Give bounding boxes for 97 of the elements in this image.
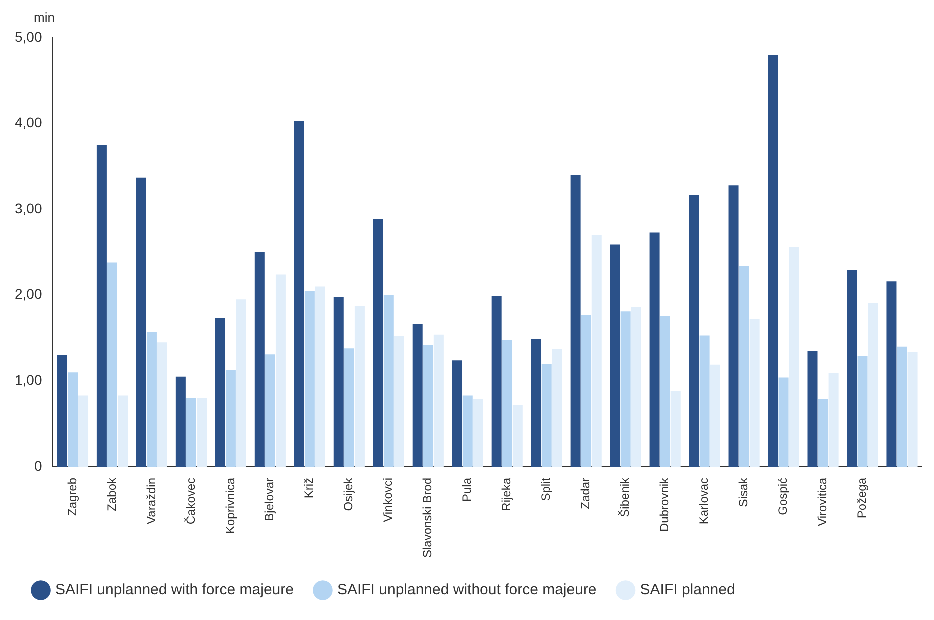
bar [434, 334, 444, 467]
bar [354, 306, 365, 467]
bar [552, 349, 562, 467]
x-tick-label: Zadar [578, 478, 593, 510]
x-tick-label: Dubrovnik [658, 476, 672, 532]
y-tick-label: 2,00 [15, 286, 42, 302]
bar [908, 352, 918, 467]
bar [858, 356, 868, 467]
bar [728, 186, 739, 467]
bar [828, 373, 839, 467]
bar [57, 355, 68, 467]
legend-label: SAIFI planned [640, 582, 736, 599]
bar [650, 232, 660, 467]
bar [700, 336, 710, 467]
bar [373, 219, 384, 467]
x-tick-label: Karlovac [697, 478, 712, 525]
legend-label: SAIFI unplanned with force majeure [56, 582, 294, 599]
y-tick-label: 3,00 [15, 200, 42, 216]
bar [96, 145, 107, 467]
bar [631, 307, 642, 467]
bar [689, 195, 700, 467]
y-axis-title: min [34, 10, 55, 26]
bar [276, 274, 286, 467]
bar [294, 121, 304, 467]
bar [492, 296, 502, 467]
bar [78, 396, 89, 467]
bar [265, 354, 276, 467]
bar [186, 398, 196, 467]
x-tick-label: Zagreb [65, 478, 80, 516]
bar [610, 244, 620, 467]
bar [176, 376, 186, 467]
legend-label: SAIFI unplanned without force majeure [337, 582, 597, 599]
bar [68, 372, 78, 467]
x-tick-label: Sisak [736, 476, 751, 508]
bar [778, 378, 789, 467]
bar [315, 286, 326, 467]
bar [344, 348, 354, 467]
bar [412, 324, 423, 467]
bar [502, 340, 512, 467]
bar [670, 391, 681, 467]
bar [620, 312, 631, 467]
bar [394, 336, 404, 467]
x-tick-label: Požega [855, 478, 870, 519]
x-tick-label: Gospić [776, 478, 790, 516]
bar [531, 339, 542, 467]
bar [254, 252, 265, 467]
bar [886, 282, 897, 467]
bar [808, 351, 818, 467]
bar [710, 364, 720, 467]
bar [384, 295, 394, 467]
x-tick-label: Virovitica [816, 478, 830, 526]
bar [868, 303, 878, 467]
bar [581, 315, 592, 467]
x-tick-label: Osijek [342, 476, 356, 512]
x-tick-label: Varaždin [144, 478, 158, 524]
bar [158, 342, 168, 467]
bar [118, 396, 128, 467]
bar [215, 318, 226, 467]
y-tick-label: 1,00 [15, 372, 42, 388]
x-tick-label: Vinkovci [381, 478, 396, 522]
bar [334, 297, 344, 467]
bar [512, 405, 523, 467]
bar [789, 247, 800, 467]
x-tick-label: Šibenik [618, 476, 632, 518]
bar [592, 235, 602, 467]
x-tick-label: Bjelovar [262, 478, 277, 522]
bar [818, 399, 828, 467]
bar [452, 360, 462, 467]
bar [750, 319, 760, 467]
x-tick-label: Zabok [104, 476, 119, 512]
bar [107, 262, 118, 467]
bar [897, 346, 908, 467]
x-tick-label: Split [539, 477, 554, 502]
y-tick-label: 0 [34, 458, 42, 474]
bar [847, 270, 858, 467]
bar [768, 55, 778, 467]
bar [226, 370, 236, 467]
bar [136, 178, 146, 467]
x-tick-label: Rijeka [500, 478, 514, 512]
x-tick-label: Čakovec [184, 478, 198, 525]
y-tick-label: 5,00 [15, 28, 42, 45]
bar [473, 399, 484, 467]
bar [423, 345, 434, 467]
bar [542, 364, 552, 467]
x-tick-label: Slavonski Brod [420, 478, 435, 558]
y-tick-label: 4,00 [15, 114, 42, 131]
x-tick-label: Koprivnica [223, 478, 238, 534]
x-tick-label: Križ [302, 478, 316, 499]
bar [146, 332, 157, 467]
bar [236, 300, 246, 467]
bar [570, 175, 581, 467]
bar [304, 291, 315, 467]
bar [660, 316, 670, 467]
bar [196, 398, 207, 467]
bar [739, 266, 750, 467]
bar [462, 396, 473, 467]
x-tick-label: Pula [460, 478, 474, 502]
